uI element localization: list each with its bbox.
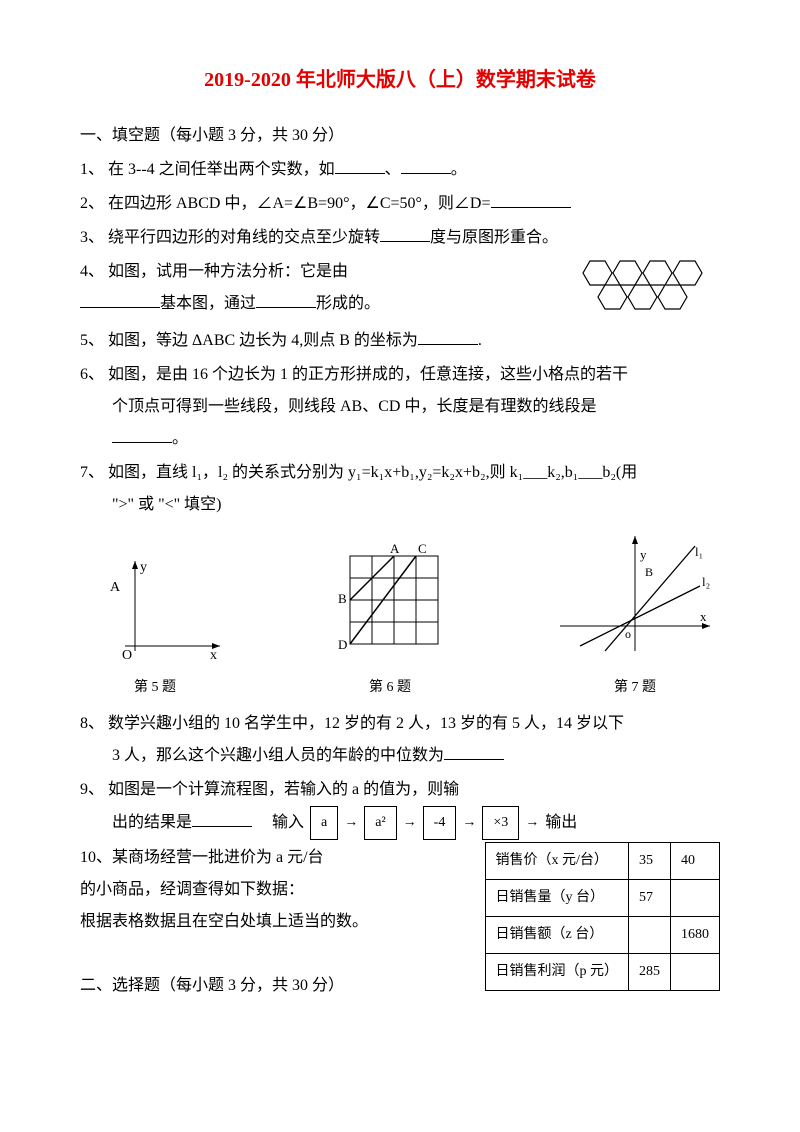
q9-line1: 9、 如图是一个计算流程图，若输入的 a 的值为，则输	[80, 781, 459, 798]
q8-line1: 8、 数学兴趣小组的 10 名学生中，12 岁的有 2 人，13 岁的有 5 人…	[80, 715, 624, 732]
figure-5: A y O x 第 5 题	[80, 551, 230, 702]
cell: 40	[671, 843, 720, 880]
cell: 日销售量（y 台）	[485, 880, 629, 917]
blank[interactable]	[491, 191, 571, 208]
flow-box-a2: a²	[364, 806, 396, 840]
cell-blank[interactable]	[671, 880, 720, 917]
question-3: 3、 绕平行四边形的对角线的交点至少旋转 度与原图形重合。	[80, 222, 720, 254]
cell-blank[interactable]	[629, 917, 671, 954]
q7-line2: ">" 或 "<" 填空)	[80, 496, 222, 513]
figure-6-caption: 第 6 题	[320, 674, 460, 702]
section-2-heading: 二、选择题（每小题 3 分，共 30 分）	[80, 977, 344, 994]
flowchart: 输入 a → a² → -4 → ×3 → 输出	[272, 806, 577, 840]
svg-text:y: y	[640, 547, 647, 562]
cell: 1680	[671, 917, 720, 954]
question-6: 6、 如图，是由 16 个边长为 1 的正方形拼成的，任意连接，这些小格点的若干…	[80, 359, 720, 455]
table-row: 日销售量（y 台） 57	[485, 880, 720, 917]
figure-7: x y o B l₁ l₂ 第 7 题	[550, 531, 720, 702]
flow-box-times3: ×3	[482, 806, 519, 840]
svg-text:x: x	[210, 648, 217, 661]
blank[interactable]	[418, 328, 478, 345]
flow-output-label: 输出	[545, 807, 577, 839]
arrow-icon: →	[462, 809, 476, 837]
figure-5-caption: 第 5 题	[80, 674, 230, 702]
q10-line3: 根据表格数据且在空白处填上适当的数。	[80, 913, 368, 930]
q7-line1: 7、 如图，直线 l₁，l₂ 的关系式分别为 y₁=k₁x+b₁,y₂=k₂x+…	[80, 464, 637, 481]
q6-line1: 6、 如图，是由 16 个边长为 1 的正方形拼成的，任意连接，这些小格点的若干	[80, 366, 628, 383]
arrow-icon: →	[344, 809, 358, 837]
arrow-icon: →	[525, 809, 539, 837]
blank[interactable]	[444, 743, 504, 760]
page-title: 2019-2020 年北师大版八（上）数学期末试卷	[80, 60, 720, 100]
q4-text-b: 形成的。	[316, 295, 380, 312]
q4-text-a: 基本图，通过	[160, 295, 256, 312]
blank[interactable]	[401, 157, 451, 174]
hexagon-figure	[570, 256, 720, 323]
svg-text:x: x	[700, 609, 707, 624]
question-5: 5、 如图，等边 ΔABC 边长为 4,则点 B 的坐标为.	[80, 325, 720, 357]
flow-box-a: a	[310, 806, 338, 840]
figure-7-caption: 第 7 题	[550, 674, 720, 702]
blank[interactable]	[380, 225, 430, 242]
question-8: 8、 数学兴趣小组的 10 名学生中，12 岁的有 2 人，13 岁的有 5 人…	[80, 708, 720, 772]
q8-line2: 3 人，那么这个兴趣小组人员的年龄的中位数为	[80, 747, 444, 764]
blank[interactable]	[80, 291, 160, 308]
question-10: 销售价（x 元/台） 35 40 日销售量（y 台） 57 日销售额（z 台） …	[80, 842, 720, 1002]
q10-line2: 的小商品，经调查得如下数据：	[80, 881, 304, 898]
figures-row: A y O x 第 5 题 A C B D 第 6 题	[80, 531, 720, 702]
flow-input-label: 输入	[272, 807, 304, 839]
table-row: 日销售利润（p 元） 285	[485, 954, 720, 991]
blank[interactable]	[112, 426, 172, 443]
table-row: 日销售额（z 台） 1680	[485, 917, 720, 954]
svg-text:B: B	[338, 591, 347, 606]
sales-table: 销售价（x 元/台） 35 40 日销售量（y 台） 57 日销售额（z 台） …	[485, 842, 721, 991]
q1-text-b: 、	[385, 161, 401, 178]
cell: 35	[629, 843, 671, 880]
q5-text-a: 5、 如图，等边 ΔABC 边长为 4,则点 B 的坐标为	[80, 332, 418, 349]
question-1: 1、 在 3--4 之间任举出两个实数，如 、 。	[80, 154, 720, 186]
arrow-icon: →	[403, 809, 417, 837]
q3-text-a: 3、 绕平行四边形的对角线的交点至少旋转	[80, 229, 380, 246]
cell-blank[interactable]	[671, 954, 720, 991]
q1-text-a: 1、 在 3--4 之间任举出两个实数，如	[80, 161, 335, 178]
q4-line1: 4、 如图，试用一种方法分析：它是由	[80, 263, 348, 280]
figure-6: A C B D 第 6 题	[320, 541, 460, 702]
svg-text:l₁: l₁	[695, 544, 703, 559]
q6-end: 。	[172, 430, 188, 447]
svg-text:C: C	[418, 541, 427, 556]
q5-text-b: .	[478, 332, 482, 349]
question-4: 4、 如图，试用一种方法分析：它是由 基本图，通过 形成的。	[80, 256, 720, 323]
question-2: 2、 在四边形 ABCD 中，∠A=∠B=90°，∠C=50°，则∠D=	[80, 188, 720, 220]
blank[interactable]	[335, 157, 385, 174]
svg-text:B: B	[645, 565, 653, 579]
flow-box-minus4: -4	[423, 806, 457, 840]
cell: 销售价（x 元/台）	[485, 843, 629, 880]
section-1-heading: 一、填空题（每小题 3 分，共 30 分）	[80, 120, 720, 152]
svg-text:l₂: l₂	[702, 574, 710, 589]
cell: 日销售额（z 台）	[485, 917, 629, 954]
q10-line1: 10、某商场经营一批进价为 a 元/台	[80, 849, 324, 866]
svg-text:o: o	[625, 627, 631, 641]
question-9: 9、 如图是一个计算流程图，若输入的 a 的值为，则输 出的结果是 输入 a →…	[80, 774, 720, 840]
blank[interactable]	[192, 810, 252, 827]
q6-line2: 个顶点可得到一些线段，则线段 AB、CD 中，长度是有理数的线段是	[80, 398, 596, 415]
cell: 日销售利润（p 元）	[485, 954, 629, 991]
blank[interactable]	[256, 291, 316, 308]
svg-text:y: y	[140, 560, 147, 575]
svg-text:D: D	[338, 637, 347, 652]
q9-line2: 出的结果是	[80, 814, 192, 831]
cell: 57	[629, 880, 671, 917]
q1-text-c: 。	[451, 161, 467, 178]
q2-text: 2、 在四边形 ABCD 中，∠A=∠B=90°，∠C=50°，则∠D=	[80, 195, 491, 212]
svg-text:A: A	[390, 541, 400, 556]
table-row: 销售价（x 元/台） 35 40	[485, 843, 720, 880]
q3-text-b: 度与原图形重合。	[430, 229, 558, 246]
svg-text:A: A	[110, 580, 121, 595]
question-7: 7、 如图，直线 l₁，l₂ 的关系式分别为 y₁=k₁x+b₁,y₂=k₂x+…	[80, 457, 720, 521]
cell: 285	[629, 954, 671, 991]
svg-text:O: O	[122, 648, 132, 661]
